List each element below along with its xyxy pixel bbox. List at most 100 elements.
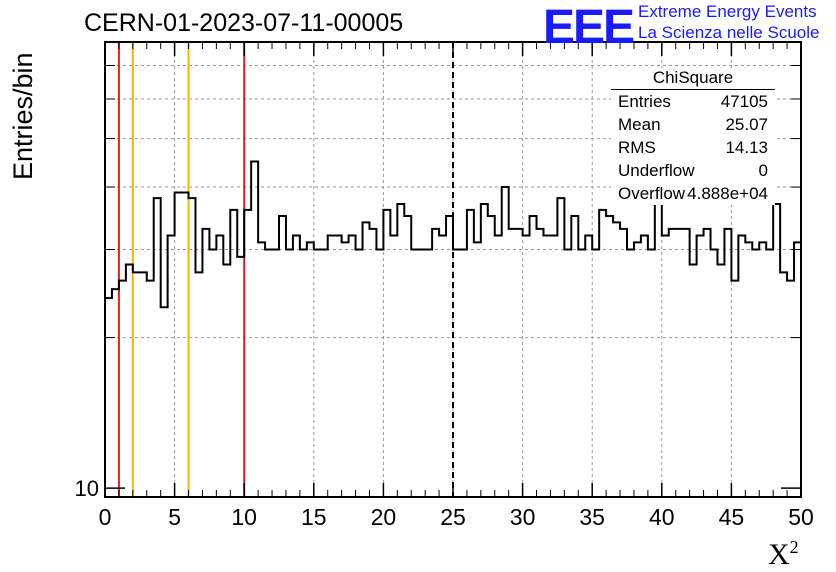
histogram-bin — [328, 236, 335, 497]
axis-tick-labels: 0 5 10 15 20 25 30 35 40 45 50 10 — [75, 476, 814, 530]
histogram-bin — [564, 250, 571, 497]
histogram-bin — [495, 236, 502, 497]
histogram-bin — [648, 250, 655, 497]
stat-value: 14.13 — [725, 138, 768, 157]
histogram-bin — [307, 242, 314, 497]
run-title: CERN-01-2023-07-11-00005 — [84, 9, 404, 37]
histogram-bin — [676, 229, 683, 497]
histogram-bin — [418, 250, 425, 497]
logo-line-2: La Scienza nelle Scuole — [638, 23, 820, 42]
histogram-bin — [752, 250, 759, 497]
grid-lines — [105, 42, 801, 497]
histogram-bin — [397, 204, 404, 497]
histogram-bin — [383, 210, 390, 497]
histogram-bin — [516, 229, 523, 497]
histogram-bin — [488, 216, 495, 497]
histogram-bin — [592, 250, 599, 497]
histogram-bin — [697, 236, 704, 497]
y-tick-label: 10 — [75, 476, 99, 501]
stats-title: ChiSquare — [611, 68, 775, 90]
histogram-bin — [265, 250, 272, 497]
histogram-bin — [140, 272, 147, 497]
x-tick-label: 45 — [719, 504, 745, 530]
histogram-bin — [738, 236, 745, 497]
histogram-bin — [523, 236, 530, 497]
histogram-bin — [787, 281, 794, 497]
histogram-bin — [112, 289, 119, 497]
stat-value: 4.888e+04 — [687, 184, 768, 203]
histogram-bin — [745, 242, 752, 497]
histogram-bin — [133, 272, 140, 497]
axis-ticks — [104, 42, 802, 497]
histogram-bin — [356, 250, 363, 497]
histogram-bin — [195, 272, 202, 497]
eee-logo: EEE — [543, 1, 635, 54]
histogram-bin — [634, 242, 641, 497]
histogram-bin — [258, 242, 265, 497]
stat-label: Underflow — [618, 161, 695, 180]
histogram-bin — [223, 265, 230, 497]
histogram-bin — [537, 229, 544, 497]
histogram-bin — [244, 210, 251, 497]
histogram-bin — [557, 198, 564, 497]
histogram-bin — [606, 216, 613, 497]
histogram-bin — [230, 210, 237, 497]
stat-row-rms: RMS 14.13 — [611, 136, 775, 159]
histogram-bin — [599, 210, 606, 497]
histogram-bin — [161, 307, 168, 497]
stats-box: ChiSquare Entries 47105 Mean 25.07 RMS 14.1… — [611, 68, 775, 205]
x-axis-label-base: X — [768, 538, 790, 571]
histogram-bin — [724, 229, 731, 497]
histogram-bin — [300, 250, 307, 497]
histogram-bin — [404, 216, 411, 497]
stat-value: 25.07 — [725, 115, 768, 134]
histogram-bin — [342, 242, 349, 497]
stat-label: Overflow — [618, 184, 686, 203]
histogram-bin — [369, 229, 376, 497]
histogram-bin — [502, 187, 509, 497]
histogram-outline — [104, 160, 801, 497]
stat-label: RMS — [618, 138, 656, 157]
x-axis-label: X2 — [768, 537, 799, 572]
histogram-bin — [669, 229, 676, 497]
histogram-bin — [731, 281, 738, 497]
histogram-bin — [530, 216, 537, 497]
histogram-bin — [655, 198, 662, 497]
x-tick-label: 20 — [371, 504, 397, 530]
histogram-bin — [216, 236, 223, 497]
histogram-bin — [425, 250, 432, 497]
histogram-bin — [189, 198, 196, 497]
x-tick-label: 50 — [788, 504, 814, 530]
stat-label: Entries — [618, 92, 671, 111]
histogram-bin — [766, 250, 773, 497]
histogram-bin — [376, 250, 383, 497]
x-tick-label: 40 — [649, 504, 675, 530]
histogram-bin — [279, 216, 286, 497]
histogram-bin — [168, 236, 175, 497]
histogram-bin — [620, 229, 627, 497]
histogram-bin — [154, 198, 161, 497]
histogram-bin — [272, 250, 279, 497]
stat-row-underflow: Underflow 0 — [611, 159, 775, 182]
histogram-bin — [481, 204, 488, 497]
histogram-bin — [711, 250, 718, 497]
histogram-series — [104, 160, 801, 497]
histogram-bin — [390, 236, 397, 497]
histogram-bin — [363, 222, 370, 497]
x-tick-label: 5 — [168, 504, 181, 530]
x-tick-label: 10 — [231, 504, 257, 530]
x-tick-label: 25 — [440, 504, 466, 530]
histogram-bin — [571, 216, 578, 497]
histogram-bin — [432, 229, 439, 497]
histogram-bin — [175, 193, 182, 497]
histogram-bin — [321, 250, 328, 497]
histogram-bin — [293, 236, 300, 497]
histogram-bin — [209, 250, 216, 497]
x-tick-label: 0 — [99, 504, 112, 530]
histogram-bin — [780, 272, 787, 497]
histogram-bin — [613, 222, 620, 497]
histogram-bin — [453, 250, 460, 497]
x-tick-label: 35 — [579, 504, 605, 530]
stat-row-mean: Mean 25.07 — [611, 113, 775, 136]
histogram-bin — [627, 250, 634, 497]
